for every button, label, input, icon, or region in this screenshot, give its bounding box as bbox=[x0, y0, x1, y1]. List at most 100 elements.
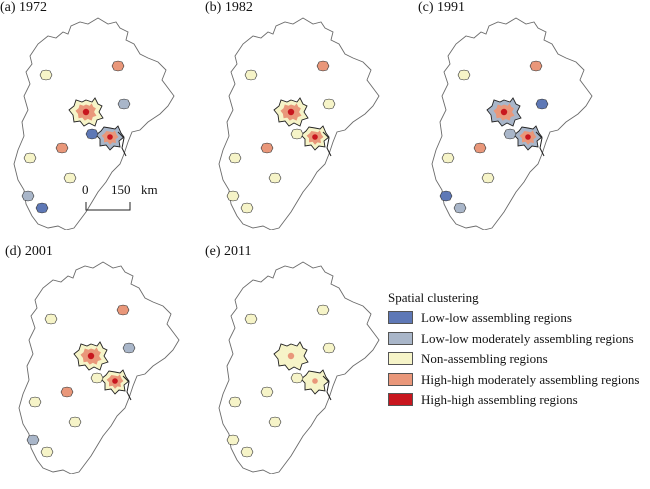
urban-patch bbox=[40, 446, 54, 458]
scale-end-label: 150 bbox=[111, 182, 131, 197]
urban-patch bbox=[21, 190, 35, 202]
urban-patch bbox=[316, 60, 330, 72]
tianjin-cluster bbox=[300, 125, 330, 151]
urban-patch bbox=[39, 69, 53, 81]
coastline bbox=[322, 131, 332, 157]
beijing-cluster bbox=[486, 97, 522, 127]
urban-patch bbox=[244, 313, 258, 325]
beijing-core bbox=[87, 352, 95, 360]
coastline bbox=[117, 131, 127, 157]
map-panel-1991: (c) 1991 bbox=[418, 0, 638, 230]
panel-label: (d) 2001 bbox=[5, 244, 53, 259]
urban-patch bbox=[457, 69, 471, 81]
urban-patch bbox=[26, 434, 40, 446]
legend-swatch bbox=[388, 352, 413, 365]
urban-patch bbox=[322, 342, 336, 354]
beijing-cluster bbox=[273, 341, 309, 371]
legend-label: High-high moderately assembling regions bbox=[421, 372, 640, 387]
urban-patch bbox=[268, 172, 282, 184]
scale-start-label: 0 bbox=[82, 182, 89, 197]
urban-patch bbox=[228, 396, 242, 408]
map-panel-2011: (e) 2011 bbox=[205, 244, 425, 474]
urban-patch bbox=[322, 98, 336, 110]
urban-patch bbox=[481, 172, 495, 184]
coastline bbox=[122, 375, 132, 401]
urban-patch bbox=[226, 190, 240, 202]
urban-patch bbox=[44, 313, 58, 325]
urban-patch bbox=[453, 202, 467, 214]
urban-patch bbox=[240, 202, 254, 214]
legend-swatch bbox=[388, 393, 413, 406]
urban-patch bbox=[85, 128, 99, 140]
panel-label: (c) 1991 bbox=[418, 0, 466, 15]
legend-swatch bbox=[388, 311, 413, 324]
urban-patch bbox=[535, 98, 549, 110]
urban-patch bbox=[316, 304, 330, 316]
urban-patch bbox=[28, 396, 42, 408]
legend-item-high-high: High-high assembling regions bbox=[388, 392, 650, 408]
tianjin-cluster bbox=[300, 369, 330, 395]
beijing-core bbox=[287, 352, 295, 360]
urban-patch bbox=[290, 372, 304, 384]
coastline bbox=[535, 131, 545, 157]
beijing-core bbox=[82, 108, 90, 116]
map-panel-1982: (b) 1982 bbox=[205, 0, 425, 230]
urban-patch bbox=[268, 416, 282, 428]
panel-label: (e) 2011 bbox=[205, 244, 252, 259]
urban-patch bbox=[529, 60, 543, 72]
urban-patch bbox=[90, 372, 104, 384]
legend-label: High-high assembling regions bbox=[421, 392, 578, 407]
urban-patch bbox=[290, 128, 304, 140]
legend-label: Non-assembling regions bbox=[421, 351, 548, 366]
urban-patch bbox=[260, 142, 274, 154]
urban-patch bbox=[111, 60, 125, 72]
tianjin-cluster bbox=[513, 125, 543, 151]
urban-patch bbox=[240, 446, 254, 458]
urban-patch bbox=[260, 386, 274, 398]
tianjin-core bbox=[112, 378, 118, 384]
tianjin-cluster bbox=[95, 125, 125, 151]
urban-patch bbox=[55, 142, 69, 154]
beijing-cluster bbox=[68, 97, 104, 127]
urban-patch bbox=[441, 152, 455, 164]
urban-patch bbox=[63, 172, 77, 184]
map-panel-2001: (d) 2001 bbox=[5, 244, 225, 474]
legend-item-low-low: Low-low assembling regions bbox=[388, 310, 650, 326]
legend-item-low-low-moderate: Low-low moderately assembling regions bbox=[388, 331, 650, 347]
panel-label: (a) 1972 bbox=[0, 0, 48, 15]
legend-item-high-high-moderate: High-high moderately assembling regions bbox=[388, 372, 650, 388]
beijing-core bbox=[287, 108, 295, 116]
tianjin-cluster bbox=[100, 369, 130, 395]
region-map bbox=[218, 261, 380, 474]
urban-patch bbox=[244, 69, 258, 81]
region-map bbox=[13, 17, 175, 230]
urban-patch bbox=[35, 202, 49, 214]
tianjin-core bbox=[107, 134, 113, 140]
tianjin-core bbox=[312, 134, 318, 140]
urban-patch bbox=[60, 386, 74, 398]
beijing-core bbox=[500, 108, 508, 116]
urban-patch bbox=[473, 142, 487, 154]
scale-unit-label: km bbox=[141, 182, 158, 197]
urban-patch bbox=[122, 342, 136, 354]
map-panel-1972: (a) 1972 bbox=[0, 0, 220, 230]
urban-patch bbox=[503, 128, 517, 140]
scale-bar-line bbox=[85, 202, 131, 211]
beijing-cluster bbox=[73, 341, 109, 371]
legend-title: Spatial clustering bbox=[388, 290, 479, 305]
legend-item-non-assembling: Non-assembling regions bbox=[388, 351, 650, 367]
tianjin-core bbox=[525, 134, 531, 140]
urban-patch bbox=[68, 416, 82, 428]
legend-swatch bbox=[388, 373, 413, 386]
scale-bar: 0 150 km bbox=[82, 182, 192, 212]
urban-patch bbox=[117, 98, 131, 110]
tianjin-core bbox=[312, 378, 318, 384]
region-map bbox=[431, 17, 593, 230]
urban-patch bbox=[226, 434, 240, 446]
coastline bbox=[322, 375, 332, 401]
urban-patch bbox=[228, 152, 242, 164]
region-map bbox=[18, 261, 180, 474]
legend: Spatial clustering Low-low assembling re… bbox=[388, 290, 650, 410]
legend-label: Low-low assembling regions bbox=[421, 310, 572, 325]
legend-label: Low-low moderately assembling regions bbox=[421, 331, 634, 346]
